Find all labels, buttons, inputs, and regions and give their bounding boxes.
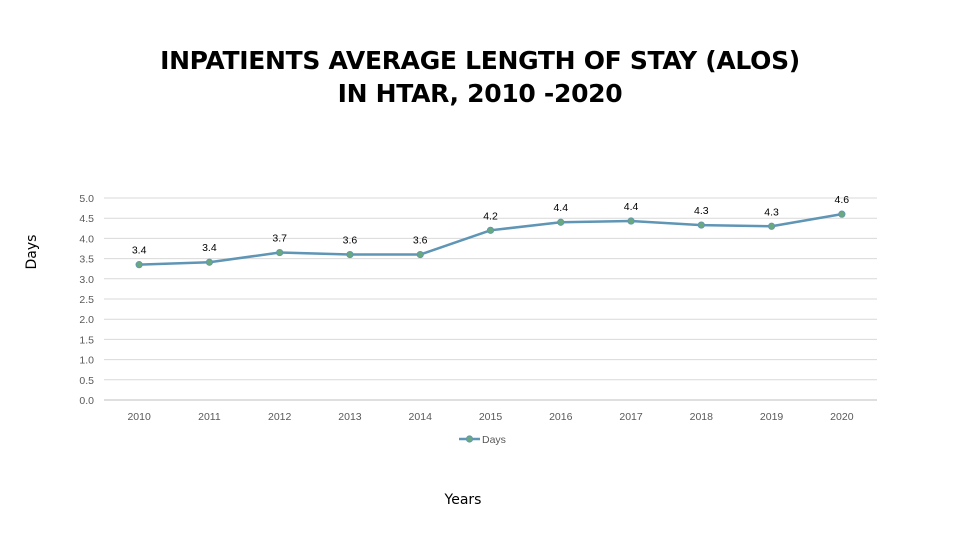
title-line-2: IN HTAR, 2010 -2020 bbox=[337, 79, 623, 108]
data-point bbox=[697, 221, 705, 229]
data-labels: 3.4 3.4 3.7 3.6 3.6 4.2 4.4 4.4 4.3 4.3 4.6 bbox=[132, 194, 849, 257]
data-label: 4.4 bbox=[553, 202, 568, 214]
data-point bbox=[135, 261, 143, 269]
data-label: 3.7 bbox=[272, 233, 287, 245]
data-label: 4.6 bbox=[835, 194, 850, 206]
data-label: 4.3 bbox=[694, 205, 709, 217]
y-tick-label: 2.0 bbox=[79, 314, 94, 326]
x-tick-label: 2017 bbox=[619, 411, 643, 423]
data-label: 4.3 bbox=[764, 206, 779, 218]
y-tick-label: 3.0 bbox=[79, 274, 94, 286]
y-tick-label: 5.0 bbox=[79, 193, 94, 205]
series-days bbox=[135, 210, 846, 269]
x-tick-label: 2019 bbox=[760, 411, 784, 423]
data-point bbox=[557, 218, 565, 226]
data-point bbox=[205, 258, 214, 266]
data-label: 4.4 bbox=[624, 201, 639, 213]
data-point bbox=[627, 217, 635, 225]
data-point bbox=[486, 226, 495, 234]
x-tick-label: 2016 bbox=[549, 411, 573, 423]
x-tick-label: 2013 bbox=[338, 411, 362, 423]
data-label: 3.6 bbox=[343, 235, 358, 247]
y-tick-label: 1.5 bbox=[79, 334, 94, 346]
title-line-1: INPATIENTS AVERAGE LENGTH OF STAY (ALOS) bbox=[160, 46, 800, 75]
data-point bbox=[767, 222, 776, 230]
data-label: 3.6 bbox=[413, 235, 428, 247]
data-point bbox=[838, 210, 846, 218]
x-tick-labels: 2010 2011 2012 2013 2014 2015 2016 2017 2018 2019… bbox=[127, 411, 853, 423]
chart-title: INPATIENTS AVERAGE LENGTH OF STAY (ALOS)… bbox=[0, 44, 960, 110]
data-point bbox=[416, 250, 424, 259]
y-tick-label: 2.5 bbox=[79, 294, 94, 306]
y-tick-label: 3.5 bbox=[79, 254, 94, 266]
y-tick-label: 0.5 bbox=[79, 375, 94, 387]
x-tick-label: 2011 bbox=[198, 411, 221, 423]
x-tick-label: 2018 bbox=[690, 411, 714, 423]
legend-marker bbox=[465, 435, 474, 443]
x-tick-label: 2012 bbox=[268, 411, 292, 423]
x-tick-label: 2010 bbox=[127, 411, 151, 423]
data-point bbox=[346, 250, 354, 259]
legend: Days bbox=[459, 434, 506, 446]
data-label: 3.4 bbox=[202, 242, 217, 254]
y-tick-label: 1.0 bbox=[79, 355, 94, 367]
y-tick-labels: 0.0 0.5 1.0 1.5 2.0 2.5 3.0 3.5 4.0 4.5 5.0 bbox=[79, 193, 94, 407]
y-tick-label: 4.0 bbox=[79, 233, 94, 245]
gridlines bbox=[104, 197, 877, 401]
x-tick-label: 2020 bbox=[830, 411, 854, 423]
x-tick-label: 2015 bbox=[479, 411, 503, 423]
data-label: 3.4 bbox=[132, 245, 147, 257]
data-label: 4.2 bbox=[483, 210, 498, 222]
x-tick-label: 2014 bbox=[409, 411, 433, 423]
y-tick-label: 4.5 bbox=[79, 213, 94, 225]
y-tick-label: 0.0 bbox=[79, 395, 94, 407]
x-axis-title: Years bbox=[444, 492, 482, 508]
legend-label: Days bbox=[482, 434, 506, 446]
data-point bbox=[276, 248, 284, 257]
